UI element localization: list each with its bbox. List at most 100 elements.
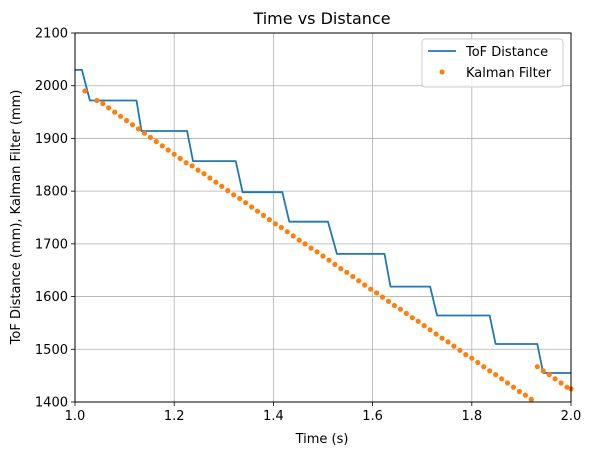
kalman-point [314,249,320,255]
kalman-point [374,290,380,296]
kalman-point [219,183,225,189]
x-tick-label: 1.6 [362,409,383,424]
kalman-point [153,139,159,145]
kalman-point [177,155,183,162]
kalman-point [427,327,433,333]
kalman-point [106,105,112,111]
kalman-point [403,310,409,316]
y-tick-label: 1900 [35,132,68,147]
kalman-point [504,380,511,386]
kalman-point [385,298,392,304]
series-line-tof-distance [75,69,571,374]
kalman-point [546,372,552,378]
kalman-point [451,343,457,349]
kalman-point [124,117,130,124]
y-axis-label: ToF Distance (mm), Kalman Filter (mm) [9,90,24,346]
kalman-point [302,241,308,247]
kalman-point [112,109,118,115]
legend-box [421,38,564,88]
plot-frame [74,32,572,403]
kalman-point [118,113,124,119]
kalman-point [463,352,469,358]
kalman-point [171,151,177,157]
legend: ToF Distance Kalman Filter [421,38,564,88]
kalman-point [82,88,88,94]
kalman-point [320,253,326,259]
kalman-point [141,130,147,136]
kalman-point [278,224,284,231]
kalman-point [332,261,338,267]
kalman-point [165,147,171,153]
kalman-point [243,200,249,206]
kalman-point [558,380,564,386]
kalman-point [350,273,356,280]
kalman-point [356,278,362,284]
kalman-point [510,384,517,390]
y-tick-label: 1400 [35,396,68,411]
kalman-point [135,126,142,132]
kalman-point [94,97,100,104]
kalman-point [445,339,451,345]
x-tick-label: 1.4 [263,409,284,424]
x-tick-label: 1.0 [65,409,86,424]
kalman-point [344,269,350,275]
kalman-point [147,134,153,140]
legend-marker-kalman [439,69,445,75]
legend-label-tof: ToF Distance [465,45,548,60]
kalman-point [308,245,314,251]
kalman-point [207,175,213,181]
x-tick-label: 1.8 [461,409,482,424]
kalman-point [457,347,463,353]
kalman-point [528,396,534,402]
kalman-point [290,233,296,239]
chart-title: Time vs Distance [252,9,390,28]
kalman-point [100,101,106,107]
kalman-point [213,179,219,185]
kalman-point [201,171,207,177]
y-tick-label: 2000 [35,79,68,94]
x-tick-label: 1.2 [164,409,185,424]
kalman-point [540,368,546,374]
kalman-point [249,204,255,210]
kalman-point [516,388,523,395]
kalman-point [129,122,136,128]
kalman-point [391,302,397,309]
y-tick-label: 1500 [35,343,68,358]
kalman-point [552,376,558,382]
plot-area [75,33,571,402]
y-tick-label: 1700 [35,237,68,252]
x-tick-label: 2.0 [561,409,582,424]
kalman-point [284,229,290,235]
ticks: 1.0 1.2 1.4 1.6 1.8 2.0 1400 1500 1600 1700 1800 19… [35,27,581,425]
kalman-point [368,286,374,292]
kalman-point [183,160,189,166]
kalman-point [260,212,267,218]
kalman-point [237,195,243,202]
kalman-point [487,368,493,374]
kalman-point [272,221,278,227]
kalman-point [564,384,570,390]
kalman-point [362,282,368,288]
kalman-point [296,237,302,243]
kalman-point [439,335,445,341]
kalman-point [522,392,529,398]
kalman-point [231,192,237,198]
kalman-point [499,376,505,382]
kalman-point [326,257,332,263]
kalman-point [225,188,231,194]
y-tick-label: 1800 [35,185,68,200]
kalman-point [433,331,439,337]
kalman-point [189,163,195,169]
kalman-point [469,355,475,361]
kalman-point [379,294,386,300]
kalman-point [534,364,540,370]
series-layer [75,69,574,402]
kalman-point [195,167,201,173]
x-axis-label: Time (s) [295,432,349,447]
kalman-point [266,217,272,223]
kalman-point [338,266,344,272]
kalman-point [159,143,165,149]
kalman-point [409,315,415,321]
y-tick-label: 2100 [35,27,68,42]
